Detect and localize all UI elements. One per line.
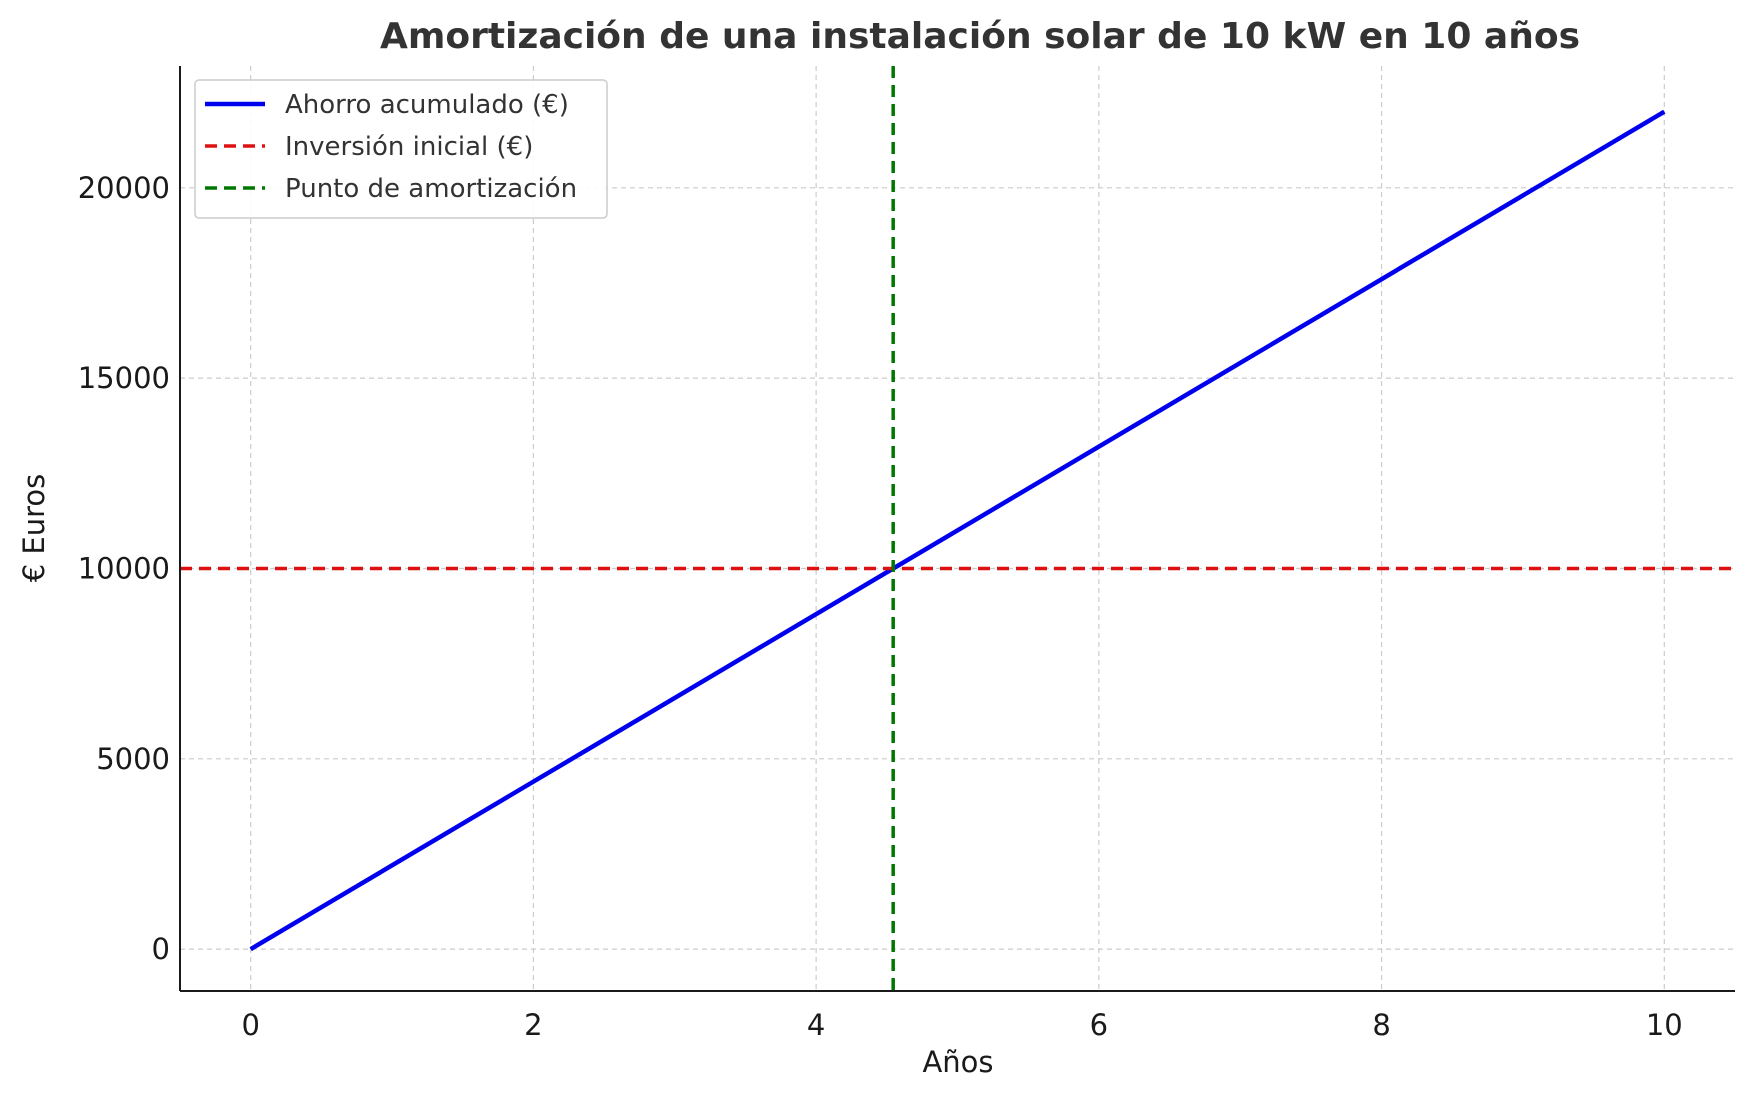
x-tick-label: 6 <box>1090 1008 1108 1042</box>
y-tick-label: 20000 <box>78 171 170 205</box>
chart-title: Amortización de una instalación solar de… <box>380 16 1580 57</box>
y-tick-label: 0 <box>152 932 170 966</box>
y-tick-label: 15000 <box>78 361 170 395</box>
x-tick-label: 2 <box>524 1008 542 1042</box>
legend-label: Inversión inicial (€) <box>285 132 533 162</box>
x-tick-label: 10 <box>1646 1008 1683 1042</box>
x-tick-label: 4 <box>807 1008 825 1042</box>
y-tick-label: 10000 <box>78 551 170 585</box>
series-layer <box>180 66 1735 991</box>
x-tick-label: 0 <box>241 1008 259 1042</box>
x-tick-label: 8 <box>1372 1008 1390 1042</box>
grid-layer <box>180 66 1735 991</box>
x-axis-label: Años <box>922 1045 993 1079</box>
ticks-layer: 0 2 4 6 8 10 0 5000 10000 15000 20000 <box>78 171 1683 1042</box>
legend: Ahorro acumulado (€) Inversión inicial (€… <box>194 79 608 219</box>
series-line <box>249 109 1666 952</box>
legend-box <box>194 79 608 219</box>
y-tick-label: 5000 <box>96 742 170 776</box>
axes-layer <box>179 66 1735 992</box>
y-axis-label: € Euros <box>17 474 51 583</box>
legend-label: Ahorro acumulado (€) <box>285 90 569 120</box>
legend-label: Punto de amortización <box>285 174 577 204</box>
